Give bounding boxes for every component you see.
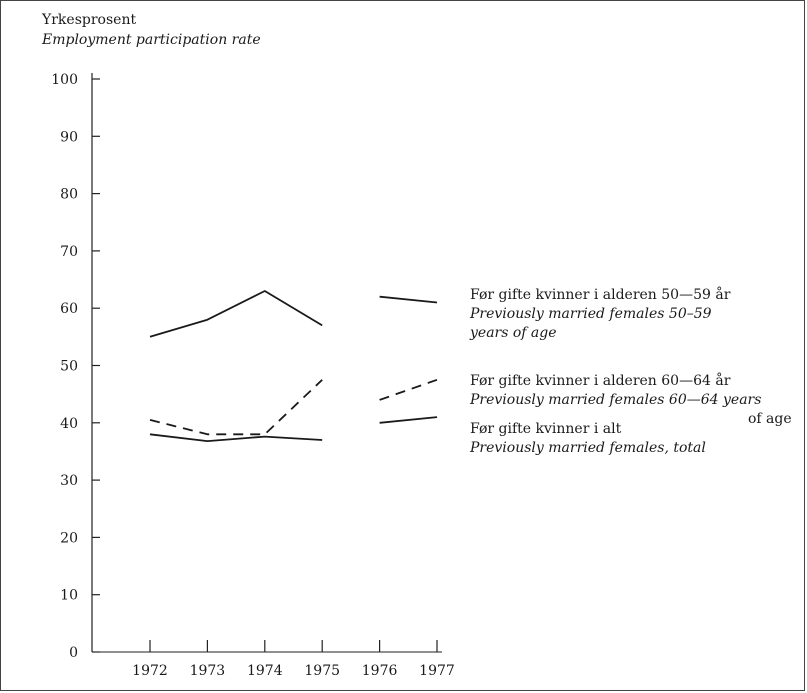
y-tick-label: 100 [51,72,78,88]
y-tick-label: 60 [60,301,78,317]
legend-label-50-59: Før gifte kvinner i alderen 50—59 år [470,287,731,303]
legend-entry-60-64: Før gifte kvinner i alderen 60—64 år Pre… [470,372,761,410]
y-tick-label: 70 [60,244,78,260]
x-tick-label: 1975 [304,663,340,679]
y-tick-label: 90 [60,129,78,145]
y-tick-label: 30 [60,473,78,489]
y-tick-label: 80 [60,187,78,203]
y-axis-title: Yrkesprosent [42,12,137,28]
legend-label-50-59-english: Previously married females 50–59 [470,306,712,322]
series-line-2 [149,433,323,443]
y-tick-label: 50 [60,359,78,375]
legend-label-60-64: Før gifte kvinner i alderen 60—64 år [470,373,731,389]
series-line-1 [379,378,438,401]
x-tick-label: 1976 [362,663,398,679]
series-line-0 [379,295,438,304]
y-tick-label: 20 [60,530,78,546]
legend-label-50-59-english-cont: years of age [470,325,557,341]
legend-label-total-english: Previously married females, total [470,440,706,456]
x-tick-label: 1977 [419,663,455,679]
legend-entry-total: Før gifte kvinner i alt Previously marri… [470,420,706,458]
y-tick-label: 10 [60,588,78,604]
legend-entry-50-59: Før gifte kvinner i alderen 50—59 år Pre… [470,286,730,343]
series-line-0 [149,290,323,338]
y-tick-label: 0 [69,645,78,661]
legend-label-60-64-english-cont: of age [748,411,792,427]
series-line-2 [379,416,438,424]
legend-label-total: Før gifte kvinner i alt [470,421,622,437]
x-tick-label: 1972 [132,663,168,679]
series-line-1 [149,379,323,436]
y-axis-title-english: Employment participation rate [42,32,261,48]
legend-label-60-64-english: Previously married females 60—64 years [470,392,762,408]
x-tick-label: 1973 [190,663,226,679]
y-tick-label: 40 [60,416,78,432]
x-tick-label: 1974 [247,663,283,679]
